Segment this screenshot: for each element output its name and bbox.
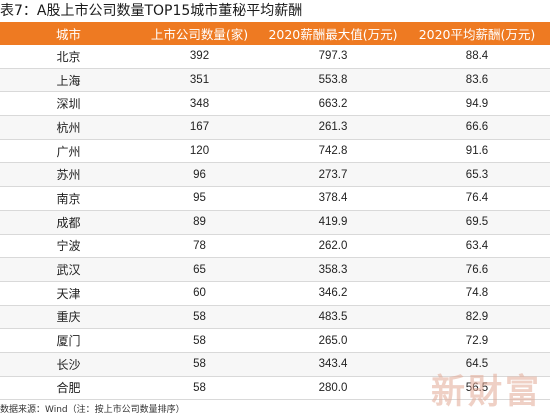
cell-avg-salary: 69.5 <box>404 210 550 235</box>
cell-max-salary: 358.3 <box>262 257 404 282</box>
table-row: 长沙 58 343.4 64.5 <box>0 352 550 377</box>
table-row: 广州 120 742.8 91.6 <box>0 139 550 164</box>
cell-max-salary: 265.0 <box>262 328 404 353</box>
cell-company-count: 65 <box>137 257 262 282</box>
cell-city: 苏州 <box>0 162 137 188</box>
cell-max-salary: 343.4 <box>262 352 404 377</box>
cell-avg-salary: 66.6 <box>404 115 550 140</box>
column-header-max-salary: 2020薪酬最大值(万元) <box>262 22 404 45</box>
table-row: 南京 95 378.4 76.4 <box>0 186 550 211</box>
cell-avg-salary: 64.5 <box>404 352 550 377</box>
cell-company-count: 96 <box>137 162 262 188</box>
cell-avg-salary: 76.6 <box>404 257 550 282</box>
cell-max-salary: 280.0 <box>262 376 404 401</box>
cell-max-salary: 553.8 <box>262 68 404 93</box>
cell-city: 成都 <box>0 210 137 235</box>
cell-max-salary: 346.2 <box>262 281 404 306</box>
cell-city: 重庆 <box>0 305 137 330</box>
cell-max-salary: 797.3 <box>262 45 404 69</box>
data-source-note: 数据来源：Wind（注：按上市公司数量排序） <box>0 405 185 415</box>
cell-company-count: 167 <box>137 115 262 140</box>
cell-avg-salary: 56.5 <box>404 376 550 401</box>
cell-max-salary: 261.3 <box>262 115 404 140</box>
cell-city: 武汉 <box>0 257 137 282</box>
xincaifu-watermark: 新財富 <box>431 372 542 412</box>
cell-avg-salary: 88.4 <box>404 45 550 69</box>
cell-company-count: 58 <box>137 328 262 353</box>
cell-city: 上海 <box>0 68 137 93</box>
cell-max-salary: 273.7 <box>262 162 404 188</box>
cell-city: 长沙 <box>0 352 137 377</box>
table-row: 武汉 65 358.3 76.6 <box>0 257 550 282</box>
cell-company-count: 392 <box>137 45 262 69</box>
cell-city: 北京 <box>0 45 137 69</box>
cell-avg-salary: 72.9 <box>404 328 550 353</box>
table-row: 合肥 58 280.0 56.5 <box>0 376 550 401</box>
cell-company-count: 348 <box>137 91 262 117</box>
cell-avg-salary: 76.4 <box>404 186 550 211</box>
cell-avg-salary: 94.9 <box>404 91 550 117</box>
column-header-avg-salary: 2020平均薪酬(万元) <box>404 22 550 45</box>
table-row: 深圳 348 663.2 94.9 <box>0 91 550 117</box>
table-title: 表7：A股上市公司数量TOP15城市董秘平均薪酬 <box>0 3 303 19</box>
cell-max-salary: 378.4 <box>262 186 404 211</box>
cell-city: 深圳 <box>0 91 137 117</box>
cell-company-count: 89 <box>137 210 262 235</box>
cell-city: 宁波 <box>0 234 137 259</box>
cell-city: 南京 <box>0 186 137 211</box>
cell-avg-salary: 63.4 <box>404 234 550 259</box>
table-body: 北京 392 797.3 88.4 上海 351 553.8 83.6 深圳 348 663.2 94… <box>0 45 550 401</box>
cell-max-salary: 419.9 <box>262 210 404 235</box>
table-row: 苏州 96 273.7 65.3 <box>0 162 550 188</box>
table-row: 天津 60 346.2 74.8 <box>0 281 550 306</box>
cell-city: 合肥 <box>0 376 137 401</box>
table-row: 重庆 58 483.5 82.9 <box>0 305 550 330</box>
cell-company-count: 58 <box>137 352 262 377</box>
cell-company-count: 58 <box>137 305 262 330</box>
cell-company-count: 78 <box>137 234 262 259</box>
cell-company-count: 351 <box>137 68 262 93</box>
table-row: 厦门 58 265.0 72.9 <box>0 328 550 353</box>
cell-avg-salary: 74.8 <box>404 281 550 306</box>
cell-avg-salary: 91.6 <box>404 139 550 164</box>
cell-city: 广州 <box>0 139 137 164</box>
cell-city: 杭州 <box>0 115 137 140</box>
column-header-company-count: 上市公司数量(家) <box>137 22 262 45</box>
cell-company-count: 58 <box>137 376 262 401</box>
cell-city: 厦门 <box>0 328 137 353</box>
table-header-row: 城市 上市公司数量(家) 2020薪酬最大值(万元) 2020平均薪酬(万元) <box>0 22 550 45</box>
cell-city: 天津 <box>0 281 137 306</box>
column-header-city: 城市 <box>0 22 137 45</box>
table-row: 杭州 167 261.3 66.6 <box>0 115 550 140</box>
cell-company-count: 95 <box>137 186 262 211</box>
cell-avg-salary: 82.9 <box>404 305 550 330</box>
cell-avg-salary: 65.3 <box>404 162 550 188</box>
table-row: 宁波 78 262.0 63.4 <box>0 234 550 259</box>
cell-company-count: 120 <box>137 139 262 164</box>
table-row: 成都 89 419.9 69.5 <box>0 210 550 235</box>
cell-max-salary: 742.8 <box>262 139 404 164</box>
cell-max-salary: 262.0 <box>262 234 404 259</box>
data-table: 城市 上市公司数量(家) 2020薪酬最大值(万元) 2020平均薪酬(万元) … <box>0 22 550 401</box>
cell-max-salary: 663.2 <box>262 91 404 117</box>
table-row: 上海 351 553.8 83.6 <box>0 68 550 93</box>
cell-avg-salary: 83.6 <box>404 68 550 93</box>
table-row: 北京 392 797.3 88.4 <box>0 45 550 69</box>
cell-company-count: 60 <box>137 281 262 306</box>
cell-max-salary: 483.5 <box>262 305 404 330</box>
